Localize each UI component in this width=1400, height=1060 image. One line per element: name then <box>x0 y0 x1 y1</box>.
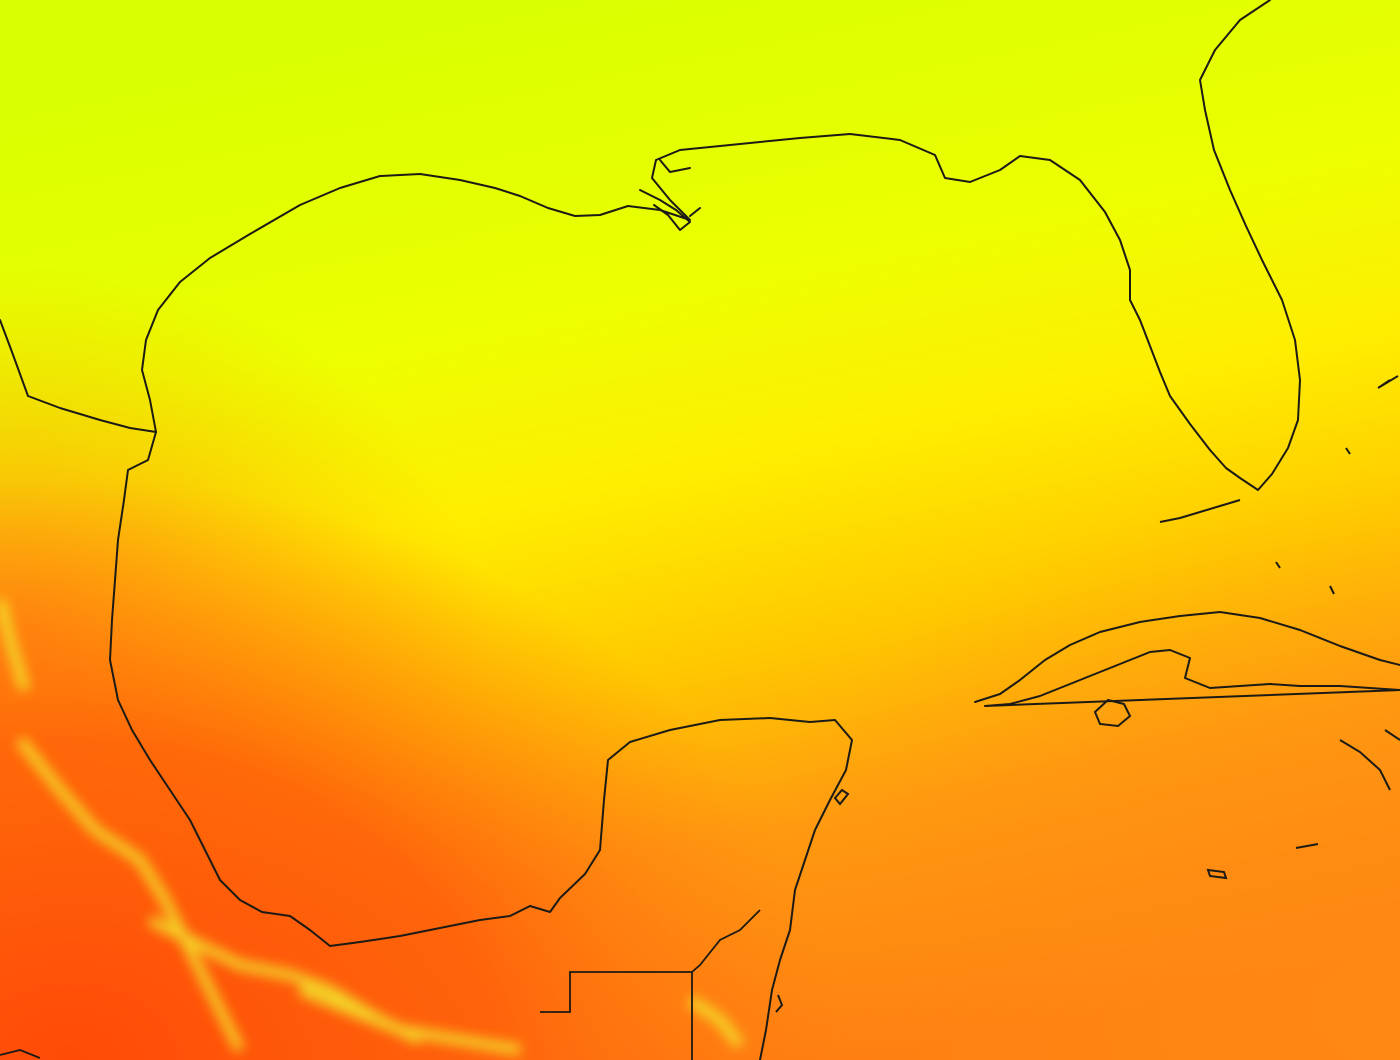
small-islands <box>775 375 1400 1013</box>
mainland-coastline <box>0 0 1301 491</box>
highland-ridges <box>0 598 744 1055</box>
belize-border <box>691 909 761 973</box>
isle-of-youth <box>1093 698 1132 728</box>
mexico-coastline <box>109 431 853 1060</box>
cuba-outline <box>974 611 1400 707</box>
southwest-border <box>0 1049 41 1059</box>
guatemala-border <box>540 971 693 1060</box>
mississippi-delta <box>639 159 701 231</box>
